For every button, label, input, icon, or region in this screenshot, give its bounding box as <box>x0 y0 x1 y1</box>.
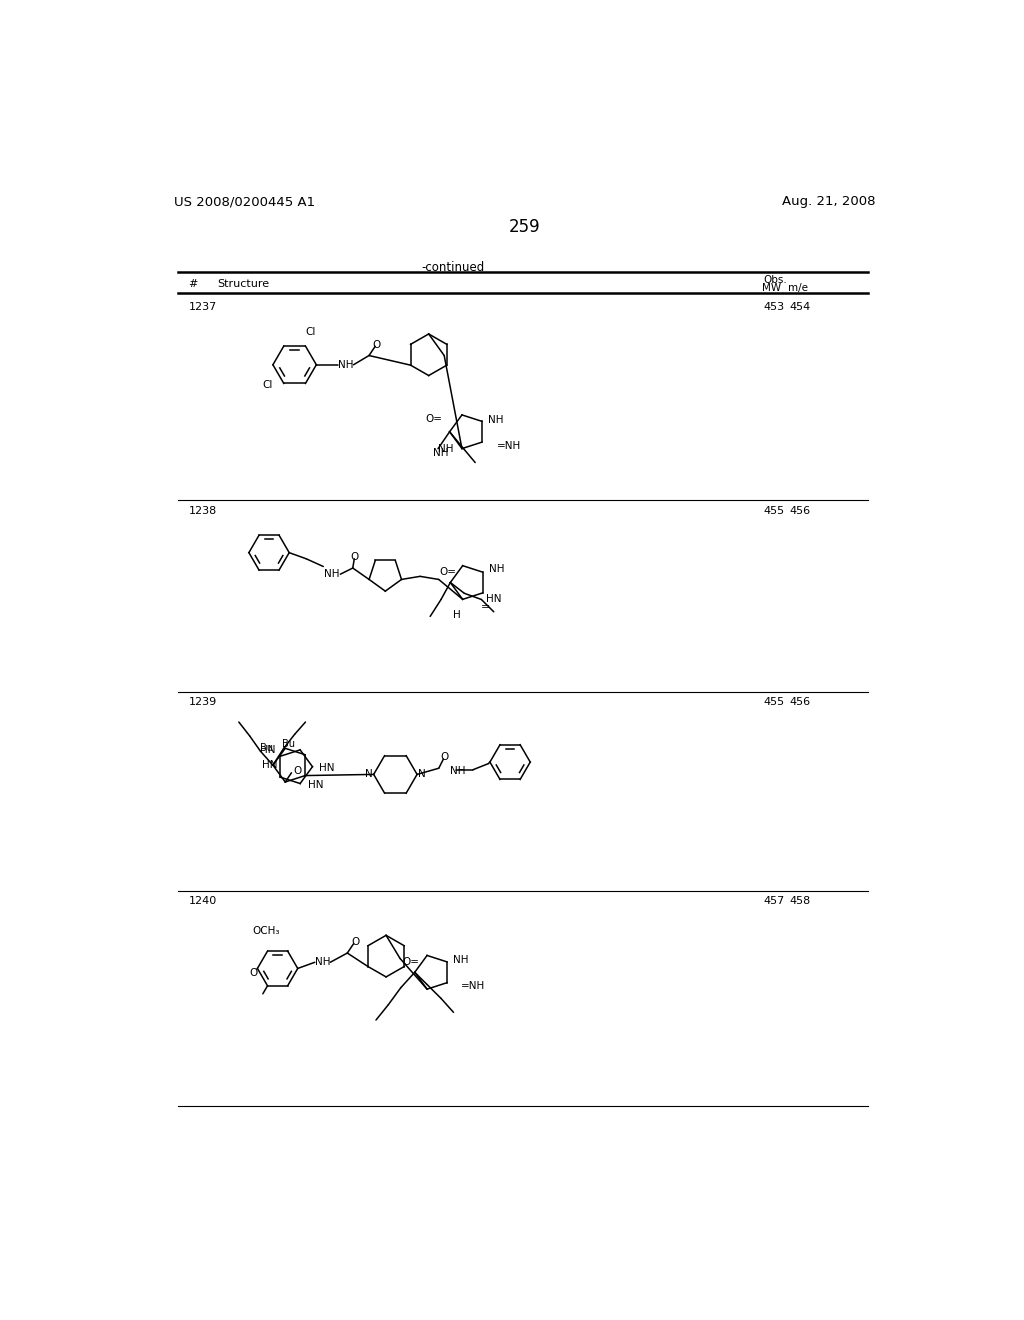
Text: -continued: -continued <box>422 261 485 273</box>
Text: O: O <box>293 766 301 776</box>
Text: =NH: =NH <box>461 981 485 991</box>
Text: 456: 456 <box>790 697 810 708</box>
Text: Cl: Cl <box>305 326 315 337</box>
Text: Bu: Bu <box>260 743 273 754</box>
Text: 1240: 1240 <box>188 896 217 906</box>
Text: NH: NH <box>488 414 504 425</box>
Text: NH: NH <box>488 564 504 574</box>
Text: NH: NH <box>324 569 340 579</box>
Text: Structure: Structure <box>217 280 269 289</box>
Text: Obs.: Obs. <box>764 276 787 285</box>
Text: O=: O= <box>439 566 457 577</box>
Text: 1238: 1238 <box>188 507 217 516</box>
Text: HN: HN <box>262 760 278 771</box>
Text: 1239: 1239 <box>188 697 217 708</box>
Text: HN: HN <box>308 780 324 791</box>
Text: NH: NH <box>438 444 454 454</box>
Text: O: O <box>351 937 359 948</box>
Text: O: O <box>441 752 450 763</box>
Text: 454: 454 <box>790 302 810 313</box>
Text: HN: HN <box>485 594 501 605</box>
Text: 455: 455 <box>764 697 784 708</box>
Text: Cl: Cl <box>262 380 272 389</box>
Text: US 2008/0200445 A1: US 2008/0200445 A1 <box>174 195 315 209</box>
Text: NH: NH <box>454 956 469 965</box>
Text: 457: 457 <box>764 896 784 906</box>
Text: Aug. 21, 2008: Aug. 21, 2008 <box>781 195 876 209</box>
Text: O=: O= <box>402 957 419 966</box>
Text: 259: 259 <box>509 218 541 236</box>
Text: 453: 453 <box>764 302 784 313</box>
Text: O: O <box>373 339 381 350</box>
Text: N: N <box>418 770 426 779</box>
Text: m/e: m/e <box>787 284 808 293</box>
Text: 1237: 1237 <box>188 302 217 313</box>
Text: NH: NH <box>432 449 449 458</box>
Text: 458: 458 <box>790 896 810 906</box>
Text: =NH: =NH <box>498 441 521 451</box>
Text: NH: NH <box>450 767 465 776</box>
Text: HN: HN <box>318 763 334 774</box>
Text: NH: NH <box>338 360 353 370</box>
Text: O: O <box>350 552 358 562</box>
Text: H: H <box>453 610 461 620</box>
Text: MW: MW <box>762 284 781 293</box>
Text: Bu: Bu <box>282 739 295 748</box>
Text: N: N <box>366 770 373 779</box>
Text: #: # <box>188 280 198 289</box>
Text: OCH₃: OCH₃ <box>253 927 281 936</box>
Text: HN: HN <box>260 744 275 755</box>
Text: O: O <box>250 969 258 978</box>
Text: O=: O= <box>426 413 442 424</box>
Text: 455: 455 <box>764 507 784 516</box>
Text: =: = <box>481 602 490 611</box>
Text: 456: 456 <box>790 507 810 516</box>
Text: NH: NH <box>314 957 331 968</box>
